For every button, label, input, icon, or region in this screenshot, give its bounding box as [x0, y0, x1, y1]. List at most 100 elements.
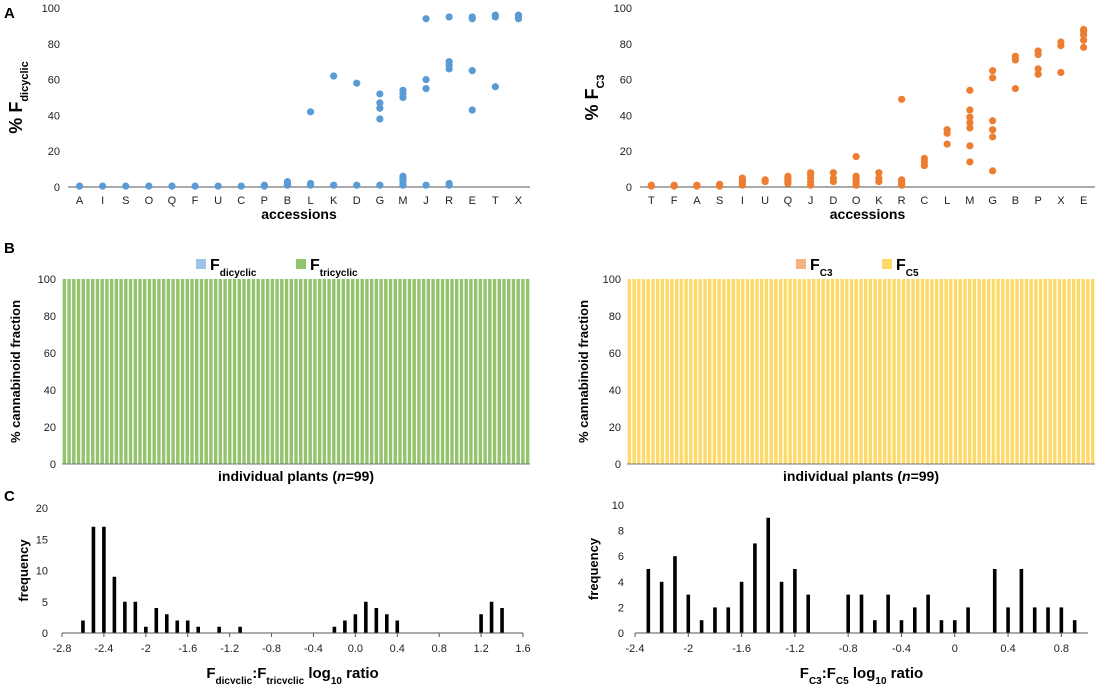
A-right-x-tick: T — [648, 195, 655, 207]
C-left-y-tick: 10 — [36, 566, 48, 578]
B-left-bar-top — [138, 279, 142, 464]
B-left-bar-top — [525, 279, 530, 464]
B-left-bar-top — [379, 279, 383, 464]
C-right-bar — [699, 620, 704, 633]
B-right-x-label-post: =99) — [911, 468, 939, 484]
A-right-point — [966, 158, 974, 166]
B-right-bar-top — [797, 279, 802, 464]
A-right-x-tick: Q — [784, 195, 793, 207]
B-right-legend-label: FC3 — [810, 257, 833, 279]
B-right-bar-top — [712, 279, 717, 464]
A-right-y-tick: 20 — [620, 146, 632, 158]
B-right-bar-top — [726, 279, 731, 464]
C-right-x-label-b: :F — [822, 665, 836, 682]
B-left-bar-top — [72, 279, 76, 464]
C-left-bar — [154, 608, 159, 633]
B-left-bar-top — [62, 279, 67, 464]
A-right-point — [989, 167, 997, 175]
B-left-bar-top — [124, 279, 128, 464]
C-left-bar — [144, 626, 148, 633]
B-left-x-label: individual plants (n=99) — [218, 468, 374, 484]
A-left-point — [468, 106, 476, 114]
B-right-bar-top — [1005, 279, 1010, 464]
A-right-point — [852, 152, 860, 161]
B-left-bar-top — [336, 279, 341, 464]
B-left-bar-top — [322, 279, 327, 464]
A-left-point — [330, 181, 338, 189]
C-left-y-tick: 5 — [42, 597, 48, 609]
A-right-point — [966, 124, 974, 132]
B-left-legend-main: F — [310, 257, 320, 274]
A-left-x-tick: S — [122, 195, 129, 207]
B-right-bar-top — [996, 279, 1000, 464]
C-left-bar — [81, 620, 85, 633]
B-right-bar-top — [930, 279, 934, 464]
C-left-y-tick: 20 — [36, 503, 48, 515]
C-right-bar — [1032, 607, 1037, 633]
A-left-point — [422, 76, 430, 84]
B-left-bar-top — [114, 279, 119, 464]
A-right-x-tick: X — [1057, 195, 1065, 207]
B-right-bar-top — [1062, 279, 1066, 464]
panel-label-a: A — [4, 5, 15, 22]
B-left-bar-top — [299, 279, 303, 464]
B-left-legend-sub: dicyclic — [220, 268, 257, 279]
A-left-y-tick: 100 — [42, 3, 60, 15]
B-right-bar-top — [632, 279, 636, 464]
B-left-y-tick: 100 — [38, 274, 56, 286]
A-left-point — [237, 182, 245, 190]
B-right-bar-top — [788, 279, 792, 464]
A-right-y-tick: 40 — [620, 110, 632, 122]
C-right-y-tick: 4 — [618, 577, 624, 589]
B-right-bar-top — [1020, 279, 1024, 464]
B-left-bar-top — [81, 279, 85, 464]
B-left-bar-top — [195, 279, 199, 464]
C-left-bar — [500, 608, 504, 633]
B-right-bar-top — [878, 279, 882, 464]
C-right-bar — [1006, 607, 1010, 633]
C-right-x-tick: -0.4 — [892, 643, 911, 655]
B-left-bar-top — [303, 279, 308, 464]
C-left-x-label-b: :F — [252, 665, 266, 682]
C-right-bar — [873, 620, 877, 633]
C-left-bar — [364, 601, 368, 633]
B-left-bar-top — [317, 279, 322, 464]
B-right-bar-top — [968, 279, 972, 464]
B-right-bar-top — [708, 279, 712, 464]
A-left-x-tick: K — [330, 195, 338, 207]
B-left-bar-top — [247, 279, 251, 464]
C-right-bar — [1019, 569, 1024, 633]
A-right-point — [1034, 47, 1042, 55]
B-right-y-tick: 40 — [609, 385, 621, 397]
C-left-y-tick: 15 — [36, 534, 48, 546]
A-right-point — [989, 126, 997, 134]
B-left-bar-top — [147, 279, 152, 464]
A-right-point — [670, 181, 678, 189]
A-left-y-tick: 20 — [48, 146, 60, 158]
B-left-bar-top — [256, 279, 260, 464]
A-left-x-tick: I — [101, 195, 104, 207]
B-left-bar-top — [384, 279, 388, 464]
C-left-x-tick: 0.4 — [390, 643, 405, 655]
A-left-point — [491, 11, 499, 19]
B-left-bar-top — [133, 279, 137, 464]
A-right-y-tick: 60 — [620, 75, 632, 87]
B-right-bar-top — [925, 279, 929, 464]
C-left-bar — [175, 620, 180, 633]
B-left-bar-top — [483, 279, 487, 464]
B-left-bar-top — [407, 279, 412, 464]
A-right-point — [1080, 25, 1088, 34]
B-right-bar-top — [703, 279, 707, 464]
A-left-point — [399, 86, 407, 94]
B-right-bar-top — [778, 279, 783, 464]
A-left-point — [306, 108, 315, 116]
C-left-x-tick: -2.4 — [94, 643, 113, 655]
C-left-bar — [133, 601, 138, 633]
A-right-point — [807, 169, 815, 177]
B-left-bar-top — [213, 279, 218, 464]
B-right-bar-top — [949, 279, 953, 464]
C-left-bar — [353, 614, 358, 633]
A-right-x-tick: U — [761, 195, 769, 207]
A-right-point — [852, 172, 860, 180]
